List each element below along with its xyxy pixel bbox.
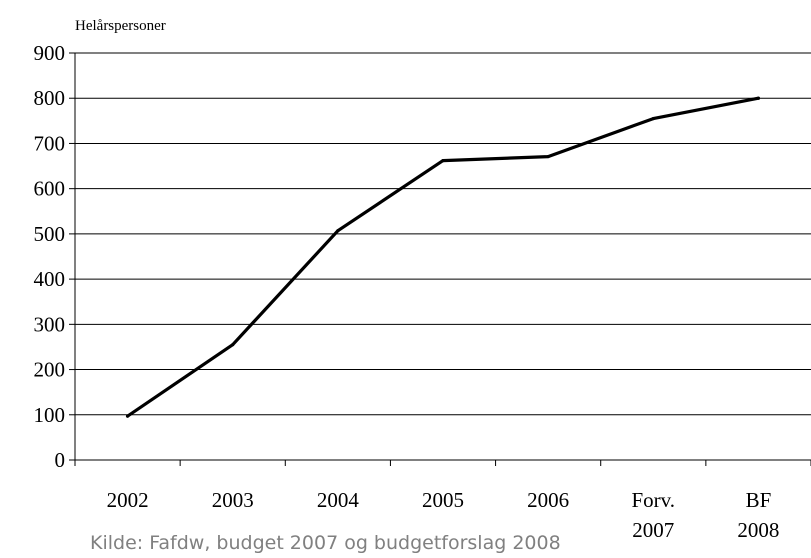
y-tick-label: 200 [34,358,66,382]
x-tick-label: 2003 [212,488,254,512]
y-tick-label: 900 [34,41,66,65]
x-tick-label-line: BF [746,488,772,512]
y-tick-label: 300 [34,312,66,336]
x-tick-label-line: 2002 [107,488,149,512]
x-tick-label: 2006 [527,488,569,512]
y-tick-label: 100 [34,403,66,427]
data-point [231,343,235,347]
y-tick-label: 500 [34,222,66,246]
x-tick-label-line: 2003 [212,488,254,512]
data-point [441,159,445,163]
x-tick-label-line: 2004 [317,488,360,512]
y-tick-label: 0 [55,448,66,472]
x-tick-label-line: 2005 [422,488,464,512]
data-point [756,96,761,100]
data-point [651,116,655,121]
y-axis-ticks: 0 100 200 300 400 500 600 700 800 900 [34,41,75,472]
gridlines [74,52,811,460]
x-tick-label: 2004 [317,488,360,512]
x-tick-label-line: 2006 [527,488,569,512]
x-tick-label-line: Forv. [632,488,676,512]
data-points [125,96,761,418]
data-point [336,229,340,233]
x-tick-label: BF 2008 [737,488,779,542]
y-axis-unit-label: Helårspersoner [75,18,166,34]
y-tick-label: 600 [34,177,66,201]
series-line [126,96,760,418]
source-note: Kilde: Fafdw, budget 2007 og budgetforsl… [90,532,561,554]
x-tick-label: 2005 [422,488,464,512]
y-tick-label: 800 [34,86,66,110]
x-tick-label-line: 2007 [632,518,674,542]
y-tick-label: 700 [34,131,66,155]
y-tick-label: 400 [34,267,66,291]
x-axis: 2002 2003 2004 2005 2006 Forv. 2007 BF 2008 [74,459,811,542]
data-point [546,154,550,159]
x-tick-label: 2002 [107,488,149,512]
x-tick-label: Forv. 2007 [632,488,676,542]
x-tick-label-line: 2008 [737,518,779,542]
data-point [125,414,130,418]
